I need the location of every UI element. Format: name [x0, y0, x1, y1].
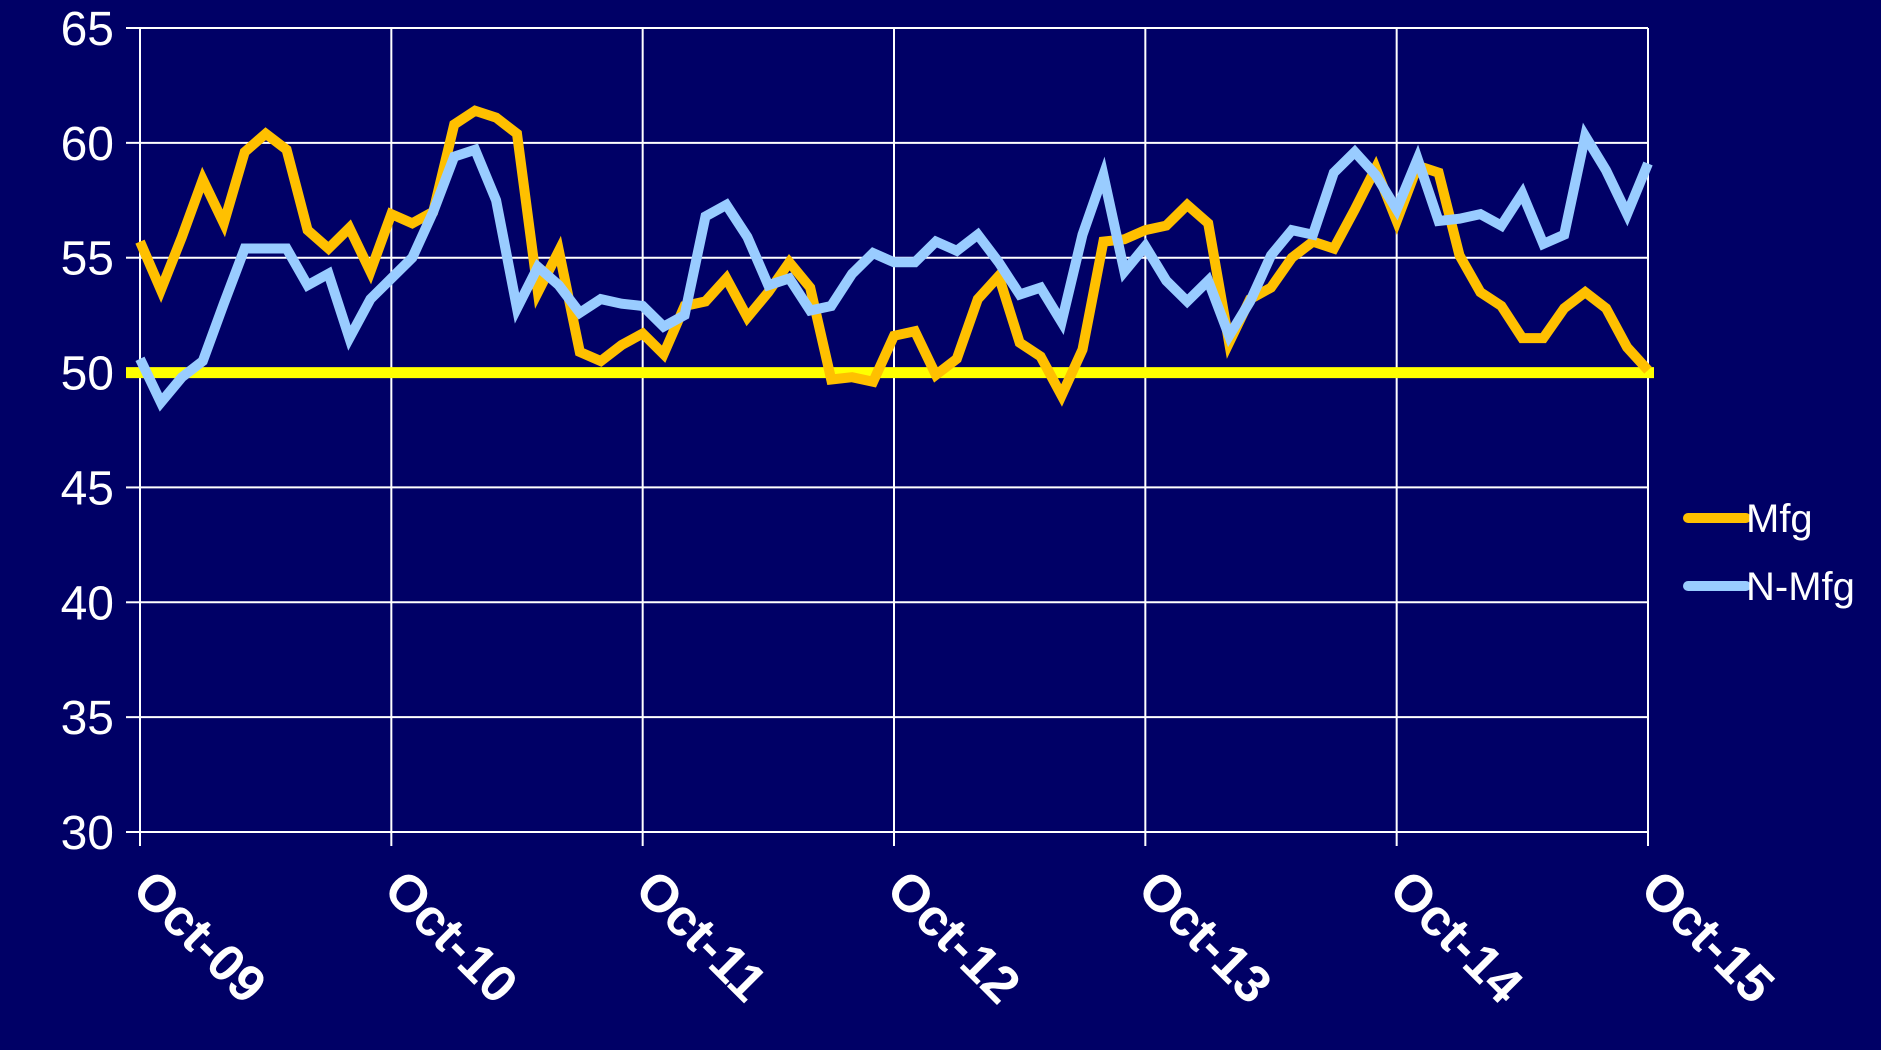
x-tick-label: Oct-09 — [122, 859, 277, 1014]
x-axis-tick-labels: Oct-09 Oct-10 Oct-11 Oct-12 Oct-13 Oct-14 Oct-… — [122, 859, 1785, 1015]
legend-label-n-mfg: N-Mfg — [1746, 565, 1855, 609]
series-line-mfg — [135, 105, 1652, 407]
x-tick-label: Oct-12 — [876, 859, 1031, 1014]
y-tick-label: 30 — [61, 807, 114, 860]
x-tick-label: Oct-15 — [1630, 859, 1785, 1014]
y-tick-label: 60 — [61, 118, 114, 171]
y-tick-label: 50 — [61, 348, 114, 401]
y-tick-label: 45 — [61, 462, 114, 515]
y-tick-label: 55 — [61, 233, 114, 286]
y-tick-label: 65 — [61, 3, 114, 56]
series-lines — [135, 105, 1653, 412]
y-axis-tick-labels: 30 35 40 45 50 55 60 65 — [61, 3, 114, 860]
x-tick-label: Oct-11 — [624, 859, 777, 1012]
x-tick-label: Oct-10 — [373, 859, 528, 1014]
x-tick-label: Oct-13 — [1127, 859, 1282, 1014]
legend-label-mfg: Mfg — [1746, 497, 1813, 541]
x-tick-label: Oct-14 — [1378, 859, 1534, 1015]
legend: Mfg N-Mfg — [1683, 497, 1855, 609]
series-line-n-mfg — [135, 122, 1653, 412]
y-tick-label: 40 — [61, 577, 114, 630]
y-tick-label: 35 — [61, 692, 114, 745]
